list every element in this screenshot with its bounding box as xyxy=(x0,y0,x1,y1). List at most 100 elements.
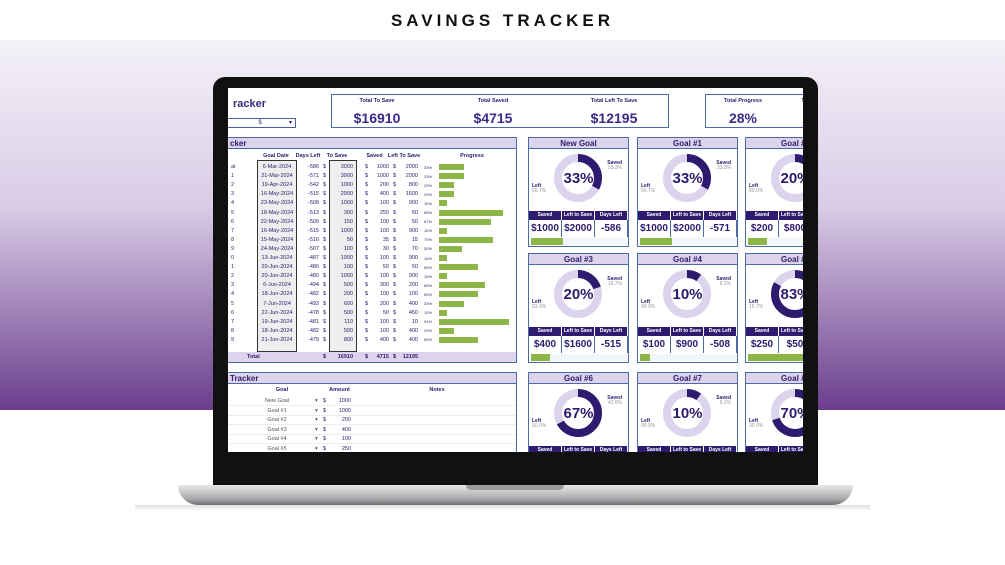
saved: 100 xyxy=(379,318,389,325)
left-to-save: 70 xyxy=(411,245,418,252)
to-save[interactable]: 100 xyxy=(343,264,353,271)
stat-value-days: -508 xyxy=(704,336,737,353)
row-index: 8 xyxy=(231,236,235,243)
goal-date[interactable]: 6-Mar-2024 xyxy=(262,164,292,170)
to-save[interactable]: 500 xyxy=(343,309,353,316)
goal-date[interactable]: 19-Apr-2024 xyxy=(261,182,293,189)
goal-date[interactable]: 13-Jun-2024 xyxy=(261,255,293,261)
goal-date[interactable]: 18-Jun-2024 xyxy=(261,291,293,298)
notes-field[interactable] xyxy=(357,445,515,452)
saved-label-text: Saved xyxy=(607,395,622,401)
notes-field[interactable] xyxy=(357,416,515,424)
goal-date[interactable]: 21-Mar-2024 xyxy=(261,173,293,180)
goal-date[interactable]: 24-May-2024 xyxy=(260,245,294,252)
left-to-save: 50 xyxy=(411,218,418,225)
goal-select[interactable]: New Goal xyxy=(264,398,290,404)
to-save[interactable]: 200 xyxy=(343,291,353,298)
progress-pct: 10% xyxy=(424,200,433,206)
amount[interactable]: 200 xyxy=(341,417,351,424)
to-save[interactable]: 1000 xyxy=(340,227,353,234)
days-left: -482 xyxy=(307,327,319,334)
to-save[interactable]: 300 xyxy=(343,209,353,216)
goal-select[interactable]: Goal #4 xyxy=(267,436,287,443)
to-save[interactable]: 1000 xyxy=(340,182,353,189)
goal-date[interactable]: 16-May-2024 xyxy=(260,191,294,198)
goal-select[interactable]: Goal #2 xyxy=(267,417,287,424)
goal-date[interactable]: 15-May-2024 xyxy=(260,236,294,243)
currency: $ xyxy=(323,446,327,452)
goal-select[interactable]: Goal #5 xyxy=(267,446,287,452)
left-to-save: 900 xyxy=(408,227,418,234)
donut-chart xyxy=(554,270,602,318)
goal-date[interactable]: 22-Jun-2024 xyxy=(261,309,293,316)
notes-field[interactable] xyxy=(357,397,515,405)
saved: 50 xyxy=(382,309,389,316)
progress-bar xyxy=(439,309,447,316)
days-left: -493 xyxy=(307,300,319,307)
card-progress-track xyxy=(640,238,736,245)
goal-date[interactable]: 19-Jun-2024 xyxy=(261,318,293,325)
notes-field[interactable] xyxy=(357,435,515,443)
goal-date[interactable]: 23-May-2024 xyxy=(260,200,294,207)
amount[interactable]: 1000 xyxy=(338,407,351,414)
row-index: 8 xyxy=(231,327,235,334)
goal-date[interactable]: 6-Jun-2024 xyxy=(263,282,291,289)
goal-date[interactable]: 20-Jun-2024 xyxy=(261,264,293,271)
stat-label: Saved xyxy=(529,211,562,220)
goal-date[interactable]: 16-May-2024 xyxy=(260,227,294,234)
amount[interactable]: 1000 xyxy=(338,398,351,404)
kpi-value: $4715 xyxy=(473,110,513,126)
goal-date[interactable]: 18-Jun-2024 xyxy=(261,327,293,334)
to-save[interactable]: 1000 xyxy=(340,200,353,207)
row-index: 3 xyxy=(231,282,235,289)
donut-saved-segment xyxy=(771,389,803,437)
to-save[interactable]: 2000 xyxy=(340,191,353,198)
to-save[interactable]: 3000 xyxy=(340,164,353,170)
to-save[interactable]: 3000 xyxy=(340,173,353,180)
currency-select[interactable]: $ ▾ xyxy=(228,118,296,128)
goal-date[interactable]: 22-May-2024 xyxy=(260,218,294,225)
currency: $ xyxy=(365,164,369,170)
to-save[interactable]: 500 xyxy=(343,327,353,334)
saved-pct: 33.3% xyxy=(607,165,622,171)
to-save[interactable]: 500 xyxy=(343,282,353,289)
row-index: 7 xyxy=(231,227,235,234)
to-save[interactable]: 800 xyxy=(343,336,353,343)
goal-date[interactable]: 21-Jun-2024 xyxy=(261,336,293,343)
left-to-save: 10 xyxy=(411,318,418,325)
left-pct: 60.0% xyxy=(532,423,547,429)
to-save[interactable]: 600 xyxy=(343,300,353,307)
column-header: Saved xyxy=(366,153,383,159)
currency: $ xyxy=(323,209,327,216)
amount[interactable]: 400 xyxy=(341,426,351,433)
to-save[interactable]: 110 xyxy=(344,318,353,325)
stat-label: Left to Save xyxy=(779,211,803,220)
donut-percent: 33% xyxy=(672,170,703,187)
currency: $ xyxy=(365,318,369,325)
goal-date[interactable]: 18-May-2024 xyxy=(260,209,294,216)
to-save[interactable]: 1000 xyxy=(340,255,353,261)
goal-select[interactable]: Goal #1 xyxy=(267,407,287,414)
left-to-save: 100 xyxy=(408,291,418,298)
goal-select[interactable]: Goal #3 xyxy=(267,426,287,433)
notes-field[interactable] xyxy=(357,426,515,434)
notes-field[interactable] xyxy=(357,407,515,415)
to-save[interactable]: 50 xyxy=(346,236,353,243)
progress-pct: 50% xyxy=(424,264,433,270)
to-save[interactable]: 100 xyxy=(343,245,353,252)
goal-date[interactable]: 7-Jun-2024 xyxy=(263,300,291,307)
to-save[interactable]: 1000 xyxy=(340,273,353,280)
chevron-down-icon: ▾ xyxy=(315,436,318,443)
saved: 35 xyxy=(382,236,389,243)
days-left: -509 xyxy=(307,218,319,225)
goal-date[interactable]: 20-Jun-2024 xyxy=(261,273,293,280)
amount[interactable]: 100 xyxy=(341,436,351,443)
amount[interactable]: 250 xyxy=(341,446,351,452)
chevron-down-icon: ▾ xyxy=(315,407,318,414)
to-save[interactable]: 150 xyxy=(343,218,353,225)
left-label-text: Left xyxy=(641,299,651,305)
stat-value-saved: $1000 xyxy=(638,220,671,237)
currency: $ xyxy=(393,300,397,307)
